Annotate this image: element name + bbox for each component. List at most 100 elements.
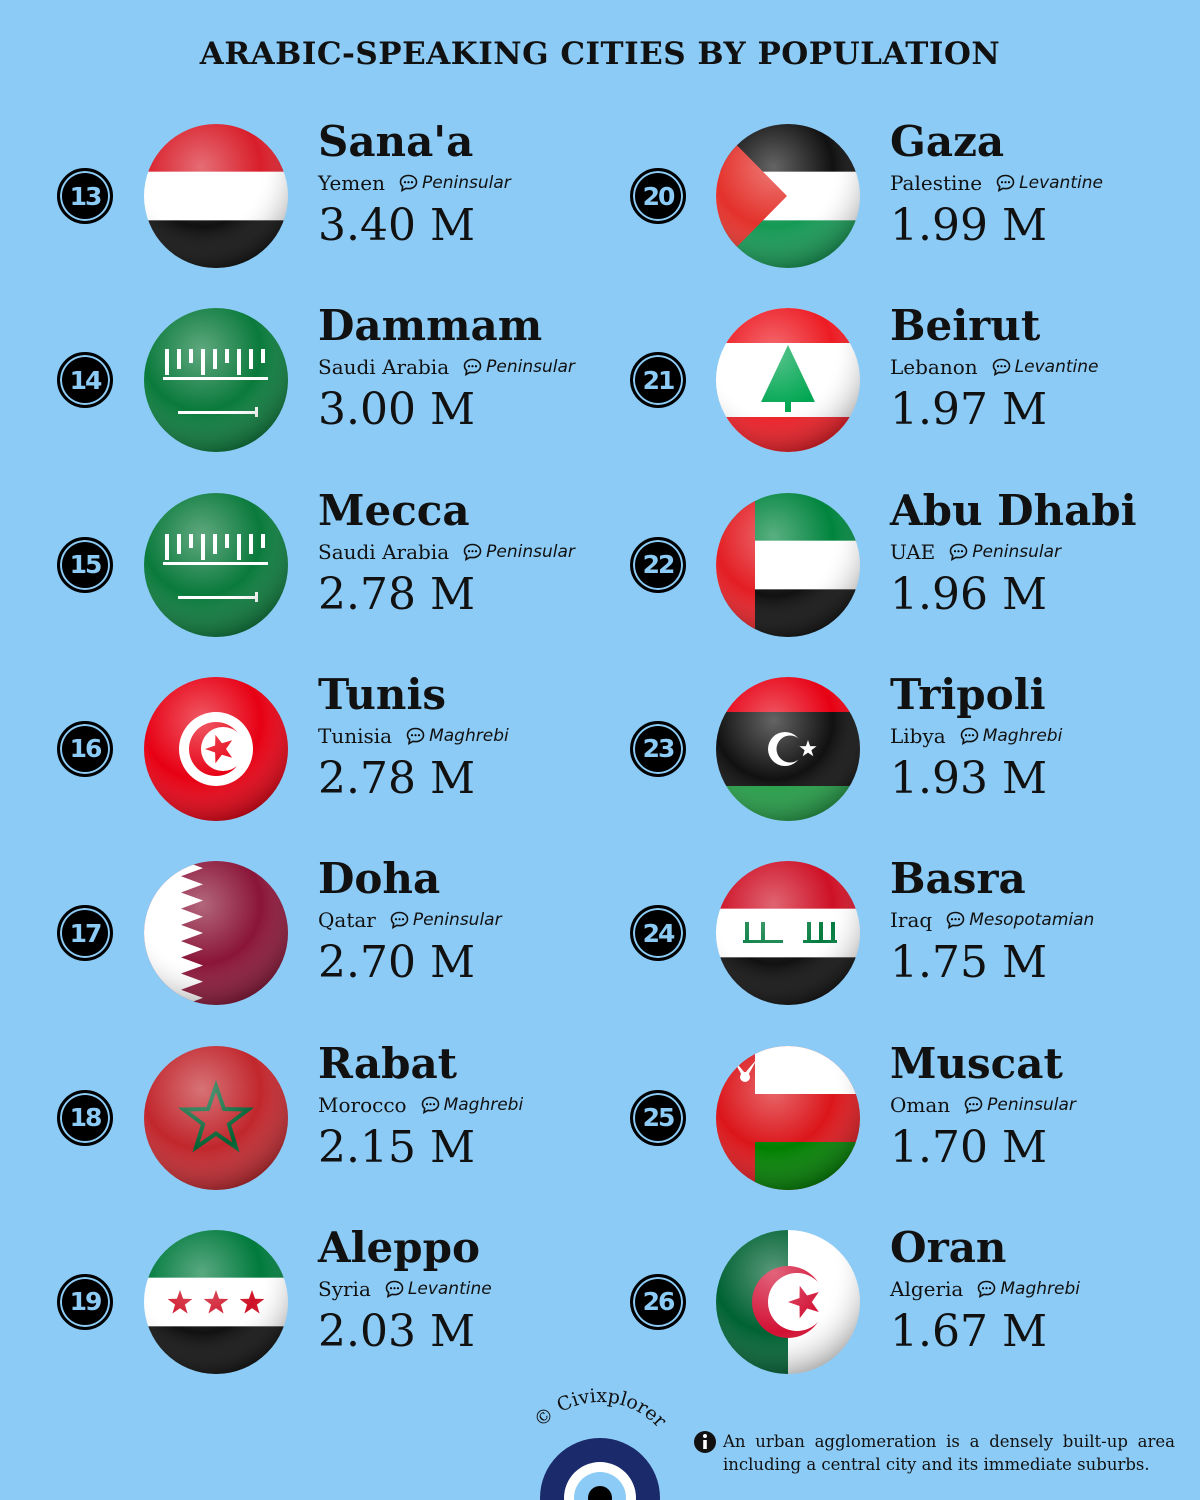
flag-gloss: [144, 1229, 288, 1374]
city-name: Rabat: [318, 1038, 458, 1088]
flag: [144, 1229, 288, 1374]
dialect: Peninsular: [486, 541, 575, 562]
speech-icon: [949, 543, 968, 561]
rank-badge: 22: [630, 536, 686, 593]
flag: [144, 124, 288, 268]
population: 1.97 M: [890, 384, 1048, 436]
city-info: Oran Algeria Maghrebi 1.67 M: [890, 1222, 1080, 1360]
rank-badge: 13: [57, 168, 113, 224]
city-name: Tripoli: [890, 669, 1046, 719]
rank-badge: 18: [57, 1089, 113, 1146]
city-name: Mecca: [318, 485, 470, 535]
country: Yemen: [318, 171, 385, 195]
speech-icon: [978, 1280, 996, 1298]
flag-gloss: [716, 1045, 860, 1190]
rank-badge: 17: [57, 905, 113, 962]
rank-badge: 19: [57, 1273, 113, 1330]
city-info: Muscat Oman Peninsular 1.70 M: [890, 1038, 1076, 1176]
city-name: Tunis: [318, 669, 447, 719]
speech-icon: [390, 911, 409, 930]
city-meta: Yemen Peninsular: [318, 168, 511, 198]
dialect: Peninsular: [421, 173, 511, 193]
city-meta: UAE Peninsular: [890, 537, 1137, 567]
country: Syria: [318, 1276, 371, 1301]
city-meta: Tunisia Maghrebi: [318, 721, 509, 751]
rank-badge: 25: [630, 1089, 686, 1146]
info-icon: [694, 1431, 716, 1453]
city-info: Aleppo Syria Levantine 2.03 M: [318, 1222, 492, 1360]
population: 1.93 M: [890, 752, 1048, 804]
dialect: Levantine: [1019, 173, 1103, 193]
speech-icon: [463, 358, 482, 377]
city-info: Sana'a Yemen Peninsular 3.40 M: [318, 116, 511, 254]
dialect: Maghrebi: [443, 1094, 524, 1115]
dialect: Maghrebi: [982, 725, 1063, 746]
speech-icon: [996, 174, 1015, 192]
city-name: Doha: [318, 854, 441, 904]
dialect: Maghrebi: [1000, 1278, 1080, 1299]
speech-icon: [992, 358, 1010, 377]
rank-badge: 21: [630, 352, 686, 409]
flag: [716, 1045, 860, 1190]
flag-gloss: [716, 1229, 860, 1374]
flag: [716, 1229, 860, 1374]
speech-icon: [960, 727, 979, 745]
population: 2.70 M: [318, 937, 476, 989]
population: 2.78 M: [318, 752, 476, 804]
flag-gloss: [716, 308, 860, 453]
city-meta: Lebanon Levantine: [890, 352, 1098, 382]
country: Oman: [890, 1092, 951, 1117]
eye-outer: [540, 1438, 660, 1500]
speech-icon: [385, 1280, 404, 1298]
flag: [716, 492, 860, 637]
city-meta: Saudi Arabia Peninsular: [318, 537, 575, 567]
dialect: Levantine: [407, 1278, 492, 1299]
dialect: Peninsular: [412, 910, 502, 931]
city-meta: Palestine Levantine: [890, 168, 1103, 198]
country: Saudi Arabia: [318, 355, 450, 380]
credit-text: © Civixplorer: [530, 1385, 672, 1433]
city-info: Doha Qatar Peninsular 2.70 M: [318, 853, 502, 991]
dialect: Peninsular: [972, 541, 1062, 562]
flag-gloss: [716, 861, 860, 1006]
city-meta: Saudi Arabia Peninsular: [318, 352, 575, 382]
dialect: Peninsular: [987, 1094, 1076, 1115]
population: 2.78 M: [318, 568, 476, 620]
city-name: Aleppo: [318, 1222, 481, 1272]
flag: [716, 861, 860, 1006]
city-meta: Morocco Maghrebi: [318, 1090, 523, 1120]
flag-gloss: [144, 308, 288, 453]
info-dot: [703, 1434, 707, 1438]
city-meta: Algeria Maghrebi: [890, 1274, 1080, 1304]
country: Libya: [890, 723, 946, 748]
country: Algeria: [890, 1276, 964, 1301]
speech-icon: [406, 727, 425, 745]
flag-gloss: [144, 1045, 288, 1190]
country: UAE: [890, 539, 936, 564]
city-info: Basra Iraq Mesopotamian 1.75 M: [890, 853, 1094, 991]
country: Lebanon: [890, 355, 978, 380]
city-info: Mecca Saudi Arabia Peninsular 2.78 M: [318, 485, 575, 623]
flag-gloss: [144, 124, 288, 268]
city-info: Tunis Tunisia Maghrebi 2.78 M: [318, 669, 509, 807]
eye-iris: [574, 1472, 626, 1500]
city-info: Gaza Palestine Levantine 1.99 M: [890, 116, 1103, 254]
dialect: Levantine: [1014, 357, 1099, 378]
flag: [144, 492, 288, 637]
population: 1.96 M: [890, 568, 1048, 620]
flag: [144, 1045, 288, 1190]
rank-badge: 16: [57, 720, 113, 777]
speech-icon: [421, 1096, 439, 1114]
population: 1.70 M: [890, 1121, 1048, 1173]
credit: © Civixplorer: [530, 1385, 672, 1433]
flag-gloss: [716, 124, 860, 268]
eye-pupil: [588, 1486, 612, 1500]
city-meta: Libya Maghrebi: [890, 721, 1062, 751]
rank-badge: 24: [630, 905, 686, 962]
city-name: Basra: [890, 854, 1026, 904]
dialect: Mesopotamian: [969, 910, 1095, 931]
rank-badge: 23: [630, 720, 686, 777]
population: 1.99 M: [890, 200, 1048, 251]
flag: [144, 676, 288, 821]
